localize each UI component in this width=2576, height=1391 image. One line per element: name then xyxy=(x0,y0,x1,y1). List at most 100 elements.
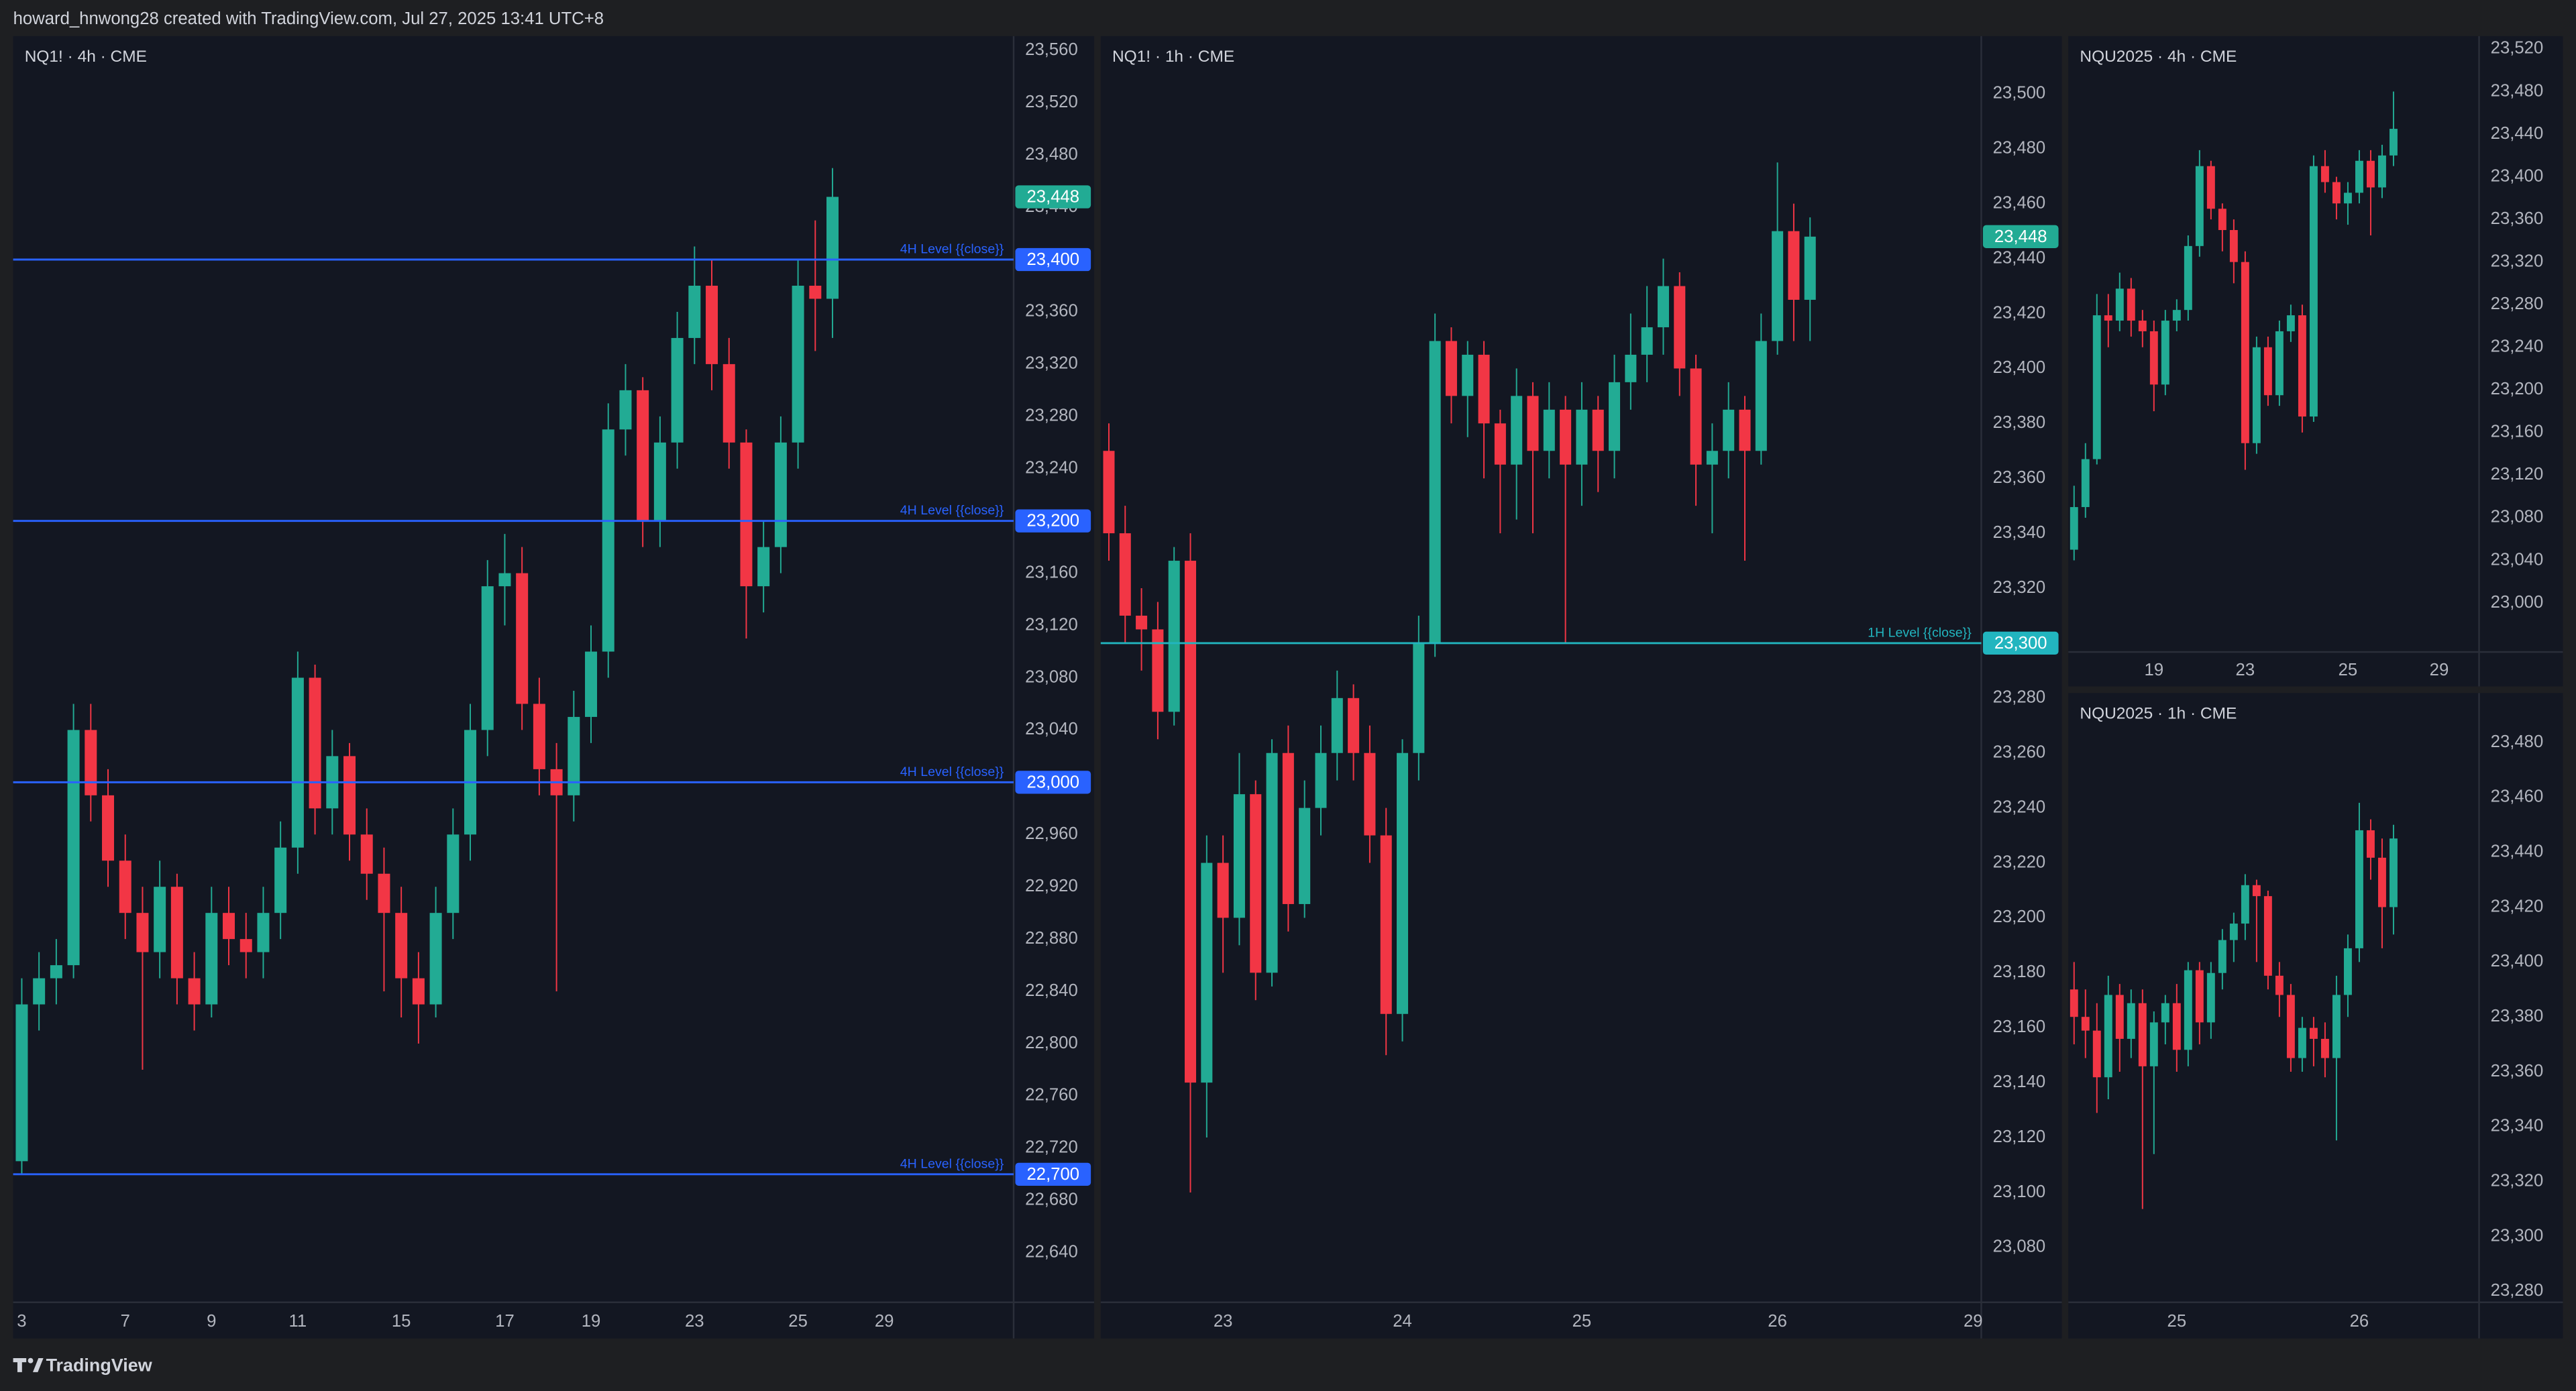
candle-body xyxy=(154,887,166,952)
candle-body xyxy=(274,847,287,913)
y-tick-label: 23,480 xyxy=(1993,139,2046,158)
y-tick-label: 22,960 xyxy=(1025,824,1078,843)
candle-body xyxy=(2092,1030,2101,1078)
candle-body xyxy=(2275,331,2284,396)
candle-body xyxy=(2138,321,2147,331)
candle-body xyxy=(429,913,442,1005)
candle-body xyxy=(205,913,218,1005)
candle-body xyxy=(619,390,632,430)
y-tick-label: 23,040 xyxy=(1025,720,1078,738)
candle-body xyxy=(1739,409,1751,451)
y-tick-label: 23,220 xyxy=(1993,852,2046,871)
last-price-label: 23,448 xyxy=(1026,188,1079,207)
candle-body xyxy=(1641,327,1653,355)
last-price-label: 23,448 xyxy=(1994,227,2047,246)
candle-body xyxy=(2366,830,2375,858)
y-tick-label: 23,380 xyxy=(2491,1007,2544,1025)
candle-body xyxy=(671,337,684,443)
y-tick-label: 22,880 xyxy=(1025,929,1078,948)
candle-body xyxy=(1788,231,1800,300)
candle-body xyxy=(722,364,735,443)
y-tick-label: 23,320 xyxy=(1993,578,2046,597)
y-tick-label: 23,380 xyxy=(1993,413,2046,432)
candle-body xyxy=(102,795,115,861)
candle-body xyxy=(2229,924,2238,940)
candle-body xyxy=(1657,286,1669,327)
candle-body xyxy=(2320,166,2329,182)
y-tick-label: 23,140 xyxy=(1993,1072,2046,1091)
candle-body xyxy=(1315,753,1327,808)
candle-body xyxy=(1804,236,1816,300)
level-badge-label: 23,400 xyxy=(1026,250,1079,269)
y-tick-label: 23,420 xyxy=(1993,303,2046,322)
y-tick-label: 23,460 xyxy=(1993,193,2046,212)
candle-body xyxy=(1299,808,1311,904)
y-tick-label: 22,640 xyxy=(1025,1243,1078,1262)
candle-body xyxy=(1217,863,1229,918)
chart-title: NQU2025 · 1h · CME xyxy=(2080,705,2237,723)
candle-body xyxy=(2355,160,2363,193)
candle-body xyxy=(516,573,529,704)
y-tick-label: 23,480 xyxy=(1025,145,1078,164)
candle-body xyxy=(2184,245,2192,311)
x-tick-label: 23 xyxy=(1214,1312,1233,1331)
candle-body xyxy=(1331,698,1343,753)
candle-body xyxy=(309,677,321,809)
candle-body xyxy=(2332,182,2341,204)
x-tick-label: 24 xyxy=(1393,1312,1412,1331)
candle-body xyxy=(412,978,425,1005)
candle-body xyxy=(2252,347,2261,443)
plot-area xyxy=(15,168,839,1174)
candle-body xyxy=(1413,643,1425,753)
y-tick-label: 23,320 xyxy=(1025,354,1078,373)
candle-body xyxy=(50,965,62,979)
candle-body xyxy=(2127,288,2135,321)
level-badge xyxy=(1015,771,1091,794)
panel-background xyxy=(2068,693,2563,1339)
plot-area xyxy=(2070,803,2398,1209)
candle-body xyxy=(757,547,770,587)
x-tick-label: 9 xyxy=(207,1312,216,1331)
y-tick-label: 22,920 xyxy=(1025,877,1078,895)
candle-body xyxy=(1494,423,1506,465)
candle-body xyxy=(1445,341,1457,396)
y-tick-label: 23,180 xyxy=(1993,962,2046,981)
candle-body xyxy=(2390,838,2398,907)
level-text: 4H Level {{close}} xyxy=(900,1156,1004,1171)
y-tick-label: 23,240 xyxy=(1025,459,1078,478)
y-tick-label: 23,500 xyxy=(1993,84,2046,103)
candle-body xyxy=(2390,129,2398,156)
candle-body xyxy=(2241,262,2249,443)
plot-area xyxy=(1103,162,1816,1192)
chart-title: NQ1! · 4h · CME xyxy=(25,48,147,66)
panel-background xyxy=(1100,36,2062,1339)
candle-body xyxy=(2263,347,2272,396)
candle-body xyxy=(1592,409,1604,451)
y-tick-label: 23,320 xyxy=(2491,1172,2544,1190)
candle-body xyxy=(2378,155,2386,188)
y-tick-label: 23,160 xyxy=(1025,563,1078,581)
y-tick-label: 23,000 xyxy=(2491,593,2544,612)
candle-body xyxy=(809,285,822,299)
candle-body xyxy=(1266,753,1278,973)
candle-body xyxy=(2286,315,2295,331)
candle-body xyxy=(1527,396,1539,451)
candle-body xyxy=(533,704,545,769)
y-tick-label: 22,720 xyxy=(1025,1138,1078,1157)
candle-body xyxy=(15,1004,28,1162)
candle-body xyxy=(2309,166,2318,417)
candle-body xyxy=(1348,698,1360,753)
y-tick-label: 23,480 xyxy=(2491,81,2544,100)
level-badge-label: 23,200 xyxy=(1026,512,1079,531)
candle-body xyxy=(2229,230,2238,262)
y-tick-label: 23,080 xyxy=(1025,667,1078,686)
candle-body xyxy=(223,913,235,940)
y-tick-label: 23,360 xyxy=(1993,468,2046,487)
candle-body xyxy=(1168,561,1180,712)
candle-body xyxy=(1772,231,1784,341)
x-tick-label: 26 xyxy=(1768,1312,1787,1331)
x-tick-label: 25 xyxy=(2167,1312,2187,1331)
candle-body xyxy=(2275,975,2284,995)
y-tick-label: 23,280 xyxy=(2491,1281,2544,1300)
